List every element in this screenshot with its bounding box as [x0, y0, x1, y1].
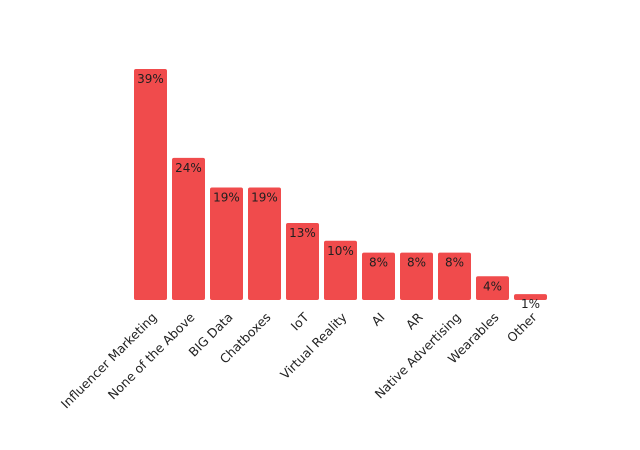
category-label-5: Virtual Reality [277, 309, 350, 382]
data-label-6: 8% [369, 256, 388, 270]
category-label-4: IoT [288, 309, 312, 333]
bar-10 [514, 294, 547, 300]
bar-1 [172, 157, 205, 300]
bar-0 [134, 69, 167, 300]
data-label-5: 10% [327, 244, 354, 258]
category-label-6: AI [368, 310, 387, 329]
data-labels-layer: 39% 24% 19% 19% 13% 10% 8% 8% 8% 4% 1% [137, 72, 540, 311]
bar-5 [324, 240, 357, 300]
bar-3 [248, 187, 281, 300]
bar-8 [438, 252, 471, 300]
category-label-7: AR [403, 309, 426, 332]
bar-2 [210, 187, 243, 300]
data-label-4: 13% [289, 226, 316, 240]
data-label-3: 19% [251, 190, 278, 204]
data-label-9: 4% [483, 279, 502, 293]
category-label-10: Other [504, 309, 540, 345]
data-label-8: 8% [445, 256, 464, 270]
data-label-1: 24% [175, 161, 202, 175]
bar-6 [362, 252, 395, 300]
bars-layer [134, 69, 547, 300]
data-label-10: 1% [521, 297, 540, 311]
data-label-2: 19% [213, 190, 240, 204]
bar-9 [476, 276, 509, 300]
bar-4 [286, 223, 319, 300]
data-label-0: 39% [137, 72, 164, 86]
data-label-7: 8% [407, 256, 426, 270]
bar-7 [400, 252, 433, 300]
